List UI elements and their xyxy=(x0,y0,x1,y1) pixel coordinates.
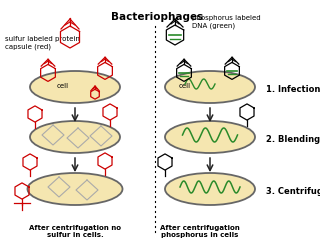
Ellipse shape xyxy=(165,72,255,104)
Text: sulfur labeled protein
capsule (red): sulfur labeled protein capsule (red) xyxy=(5,36,80,49)
Text: 3. Centrifugation: 3. Centrifugation xyxy=(266,187,320,196)
Text: cell: cell xyxy=(179,83,191,89)
Text: 1. Infection: 1. Infection xyxy=(266,85,320,94)
Text: phosphorus labeled
DNA (green): phosphorus labeled DNA (green) xyxy=(192,15,260,28)
Ellipse shape xyxy=(28,173,123,205)
Ellipse shape xyxy=(165,121,255,153)
Text: cell: cell xyxy=(57,83,69,89)
Ellipse shape xyxy=(30,72,120,104)
Ellipse shape xyxy=(30,121,120,153)
Text: 2. Blending: 2. Blending xyxy=(266,135,320,144)
Text: After centrifugation no
sulfur in cells.: After centrifugation no sulfur in cells. xyxy=(29,224,121,237)
Ellipse shape xyxy=(165,173,255,205)
Text: After centrifugation
phosphorus in cells: After centrifugation phosphorus in cells xyxy=(160,224,240,237)
Text: Bacteriophages: Bacteriophages xyxy=(111,12,204,22)
